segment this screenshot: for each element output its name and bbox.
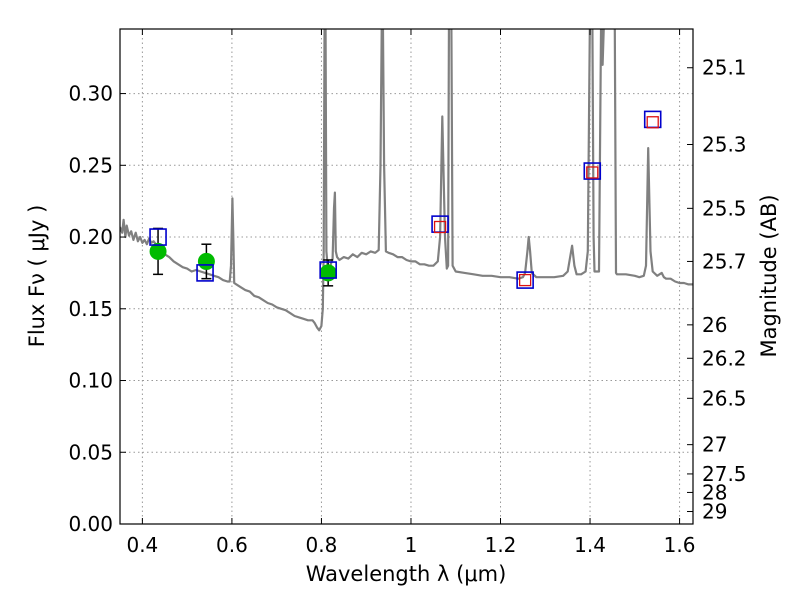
y2-tick-label: 25.3: [702, 133, 747, 157]
y-tick-label: 0.30: [68, 82, 113, 106]
y-tick-label: 0.25: [68, 153, 113, 177]
y2-tick-label: 26.5: [702, 386, 747, 410]
y-tick-label: 0.05: [68, 440, 113, 464]
photometry-markers: [149, 110, 662, 289]
y2-tick-label: 28: [702, 480, 727, 504]
sed-line: [120, 29, 693, 332]
y2-tick-label: 26.2: [702, 346, 747, 370]
y2-tick-label: 27.5: [702, 462, 747, 486]
x-tick-label: 1.4: [574, 533, 606, 557]
model-marker-inner: [646, 116, 659, 129]
y2-tick-label: 27: [702, 433, 727, 457]
x-tick-label: 1.6: [664, 533, 696, 557]
x-tick-label: 1: [405, 533, 418, 557]
y-tick-label: 0.00: [68, 512, 113, 536]
x-tick-label: 1.2: [485, 533, 517, 557]
x-tick-label: 0.6: [216, 533, 248, 557]
model-marker-inner: [433, 220, 447, 234]
y2-axis-title: Magnitude (AB): [757, 194, 781, 357]
plot-frame: [119, 28, 694, 525]
model-marker-inner: [586, 166, 599, 179]
observed-point: [149, 242, 167, 260]
x-tick-label: 0.4: [126, 533, 158, 557]
sed-spectrum: [120, 29, 693, 332]
model-marker-outer: [583, 162, 602, 180]
y-axis-title: Flux Fν ( μJy ): [25, 205, 49, 348]
axis-ticks: 0.4 0.6 0.8 1 1.2 1.4 1.6 0.00 0.05 0.10 0.15 0.20 0…: [68, 29, 747, 557]
x-tick-label: 0.8: [306, 533, 338, 557]
model-marker-inner: [518, 273, 532, 287]
model-marker-outer: [516, 271, 534, 289]
y-tick-label: 0.10: [68, 369, 113, 393]
y2-tick-label: 25.1: [702, 56, 747, 80]
model-marker-outer: [319, 261, 337, 279]
model-marker-outer: [196, 264, 214, 282]
x-axis-title: Wavelength λ (μm): [306, 562, 507, 586]
y2-tick-label: 25.5: [702, 196, 747, 220]
observed-point: [197, 252, 215, 270]
y-tick-label: 0.20: [68, 225, 113, 249]
model-marker-outer: [149, 228, 167, 246]
y-tick-label: 0.15: [68, 297, 113, 321]
y2-tick-label: 29: [702, 500, 727, 524]
y2-tick-label: 26: [702, 313, 727, 337]
y2-tick-label: 25.7: [702, 249, 747, 273]
